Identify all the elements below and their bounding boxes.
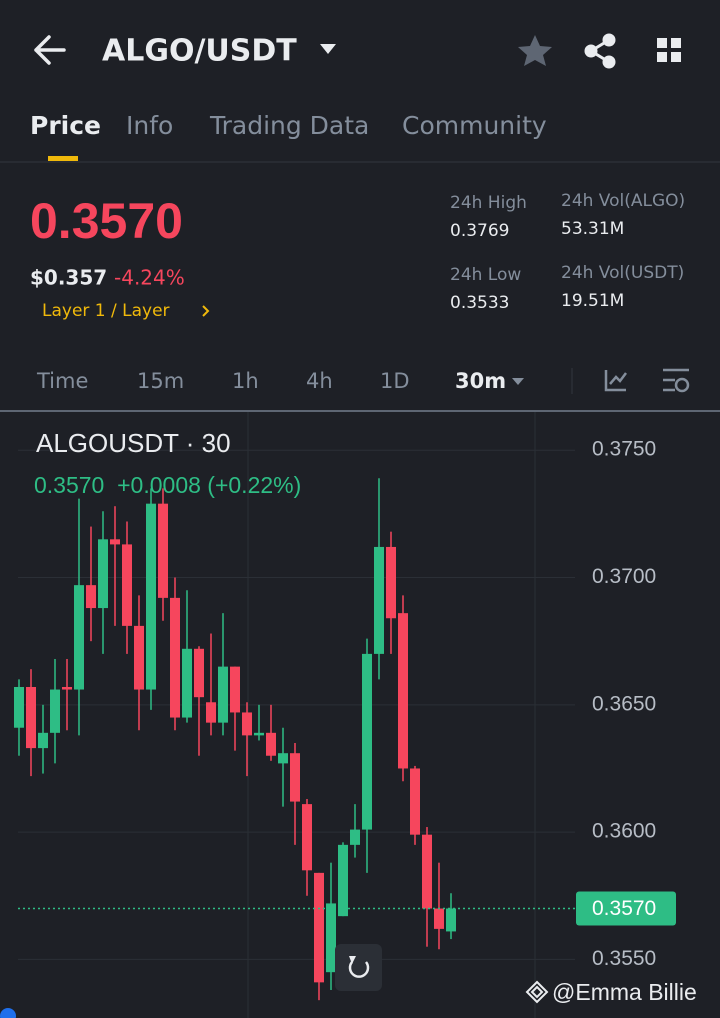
watermark: @Emma Billie: [552, 979, 697, 1005]
stat-value: 0.3769: [450, 221, 509, 241]
y-tick-label: 0.3700: [592, 565, 656, 588]
candle-body: [86, 585, 96, 609]
candle-body: [110, 539, 120, 545]
candle-body: [170, 597, 180, 718]
pair-title[interactable]: ALGO/USDT: [102, 34, 297, 69]
timeframe[interactable]: 15m: [137, 369, 184, 393]
timeframe-dropdown[interactable]: [512, 378, 524, 385]
candle-body: [134, 625, 144, 690]
chart-title: ALGOUSDT · 30: [36, 428, 231, 458]
candle-body: [350, 829, 360, 845]
candle-body: [362, 653, 372, 830]
last-price: 0.3570: [30, 193, 183, 249]
candle-body: [410, 768, 420, 835]
tab[interactable]: Community: [402, 111, 547, 140]
stat-value: 53.31M: [561, 219, 624, 239]
candle-body: [98, 539, 108, 609]
tab[interactable]: Price: [30, 111, 101, 140]
timeframe[interactable]: Time: [36, 369, 88, 393]
y-tick-label: 0.3550: [592, 947, 656, 970]
watermark-logo: [525, 980, 549, 1004]
y-tick-label: 0.3650: [592, 692, 656, 715]
tab[interactable]: Info: [126, 111, 173, 140]
stat-label: 24h Low: [450, 265, 521, 285]
tab[interactable]: Trading Data: [209, 111, 369, 140]
category-tag[interactable]: Layer 1 / Layer: [42, 301, 170, 321]
reset-chart-button[interactable]: [335, 944, 382, 991]
candle-body: [206, 702, 216, 723]
timeframe[interactable]: 30m: [455, 369, 506, 393]
price-change: -4.24%: [114, 266, 185, 290]
y-tick-label: 0.3750: [592, 438, 656, 461]
candle-body: [122, 544, 132, 626]
timeframe[interactable]: 1D: [380, 369, 410, 393]
stat-value: 0.3533: [450, 293, 509, 313]
share-icon[interactable]: [584, 33, 616, 69]
pair-dropdown[interactable]: [320, 44, 336, 54]
candle-body: [266, 732, 276, 756]
candle-body: [62, 686, 72, 690]
candle-body: [386, 546, 396, 619]
candle-body: [398, 613, 408, 769]
stat-label: 24h Vol(USDT): [561, 263, 684, 283]
candle-body: [194, 648, 204, 698]
candle-body: [446, 908, 456, 932]
candle-body: [326, 903, 336, 973]
stat-label: 24h High: [450, 193, 527, 213]
active-tab-indicator: [48, 156, 78, 161]
usd-price: $0.357: [30, 266, 107, 290]
back-button[interactable]: [34, 35, 66, 65]
stat-value: 19.51M: [561, 291, 624, 311]
candle-body: [338, 844, 348, 917]
candle-body: [182, 648, 192, 718]
candle-body: [254, 732, 264, 736]
candle-body: [230, 666, 240, 713]
favorite-icon[interactable]: [518, 35, 552, 66]
candle-body: [38, 732, 48, 749]
candle-body: [302, 804, 312, 871]
stat-label: 24h Vol(ALGO): [561, 191, 685, 211]
candle-body: [242, 712, 252, 736]
candle-body: [218, 666, 228, 723]
y-tick-label: 0.3600: [592, 820, 656, 843]
candle-body: [158, 503, 168, 598]
candle-body: [14, 686, 24, 728]
menu-grid-icon[interactable]: [657, 38, 681, 62]
edge-badge: [0, 1008, 16, 1018]
candle-body: [278, 753, 288, 764]
candle-body: [146, 503, 156, 690]
candle-body: [434, 908, 444, 929]
tag-chevron[interactable]: [202, 305, 210, 317]
candle-body: [314, 872, 324, 983]
candle-body: [26, 686, 36, 749]
candle-body: [422, 834, 432, 909]
chart-settings-icon[interactable]: [663, 368, 690, 393]
last-price-label: 0.3570: [592, 897, 656, 920]
chart-legend: 0.3570 +0.0008 (+0.22%): [34, 472, 301, 498]
candle-body: [50, 689, 60, 733]
last-price-badge: [576, 891, 676, 926]
indicator-icon[interactable]: [604, 370, 627, 392]
timeframe[interactable]: 4h: [306, 369, 333, 393]
candle-body: [74, 585, 84, 690]
candle-body: [374, 546, 384, 654]
timeframe[interactable]: 1h: [232, 369, 259, 393]
candle-body: [290, 753, 300, 802]
